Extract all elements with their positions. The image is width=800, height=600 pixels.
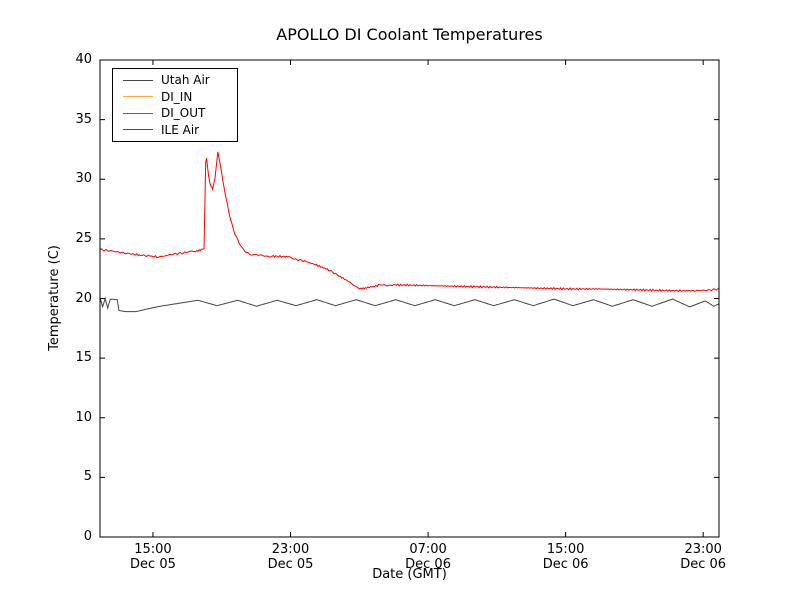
y-tick-label: 20 <box>75 290 92 306</box>
y-tick-label: 15 <box>75 350 92 366</box>
legend-line-sample <box>123 112 153 114</box>
legend-line-sample <box>123 129 153 131</box>
x-tick-label: 23:00 Dec 05 <box>251 542 331 572</box>
x-tick-label: 23:00 Dec 06 <box>663 542 743 572</box>
series-line-utah-air <box>100 296 719 313</box>
tick-marks <box>100 59 719 538</box>
series-line-ile-air <box>100 151 719 293</box>
x-tick-label: 07:00 Dec 06 <box>388 542 468 572</box>
legend-label: ILE Air <box>161 122 200 137</box>
x-tick-date: Dec 05 <box>267 557 314 572</box>
y-tick-label: 40 <box>75 52 92 67</box>
legend-label: DI_OUT <box>161 106 206 121</box>
x-axis-label: Date (GMT) <box>372 567 447 582</box>
y-tick-label: 5 <box>83 469 92 485</box>
x-tick-time: 15:00 <box>546 542 585 557</box>
x-tick-time: 07:00 <box>409 542 447 557</box>
x-tick-time: 15:00 <box>134 542 172 557</box>
y-tick-label: 35 <box>75 111 92 127</box>
y-tick-label: 0 <box>83 529 92 544</box>
legend-item-utah-air: Utah Air <box>113 72 237 88</box>
x-tick-label: 15:00 Dec 05 <box>113 542 193 572</box>
legend-item-ile-air: ILE Air <box>113 122 237 138</box>
y-tick-label: 30 <box>75 171 92 187</box>
legend-item-di-out: DI_OUT <box>113 105 237 121</box>
legend: Utah Air DI_IN DI_OUT ILE Air <box>112 68 238 142</box>
x-tick-date: Dec 06 <box>405 557 451 572</box>
x-tick-time: 23:00 <box>684 542 722 557</box>
x-tick-label: 15:00 Dec 06 <box>526 542 606 572</box>
x-tick-date: Dec 06 <box>542 557 589 572</box>
y-tick-label: 25 <box>75 230 92 246</box>
series-lines <box>100 151 719 313</box>
x-tick-time: 23:00 <box>271 542 310 557</box>
legend-label: Utah Air <box>161 73 210 88</box>
x-tick-date: Dec 06 <box>680 557 727 572</box>
legend-line-sample <box>123 79 153 81</box>
x-tick-date: Dec 05 <box>130 557 176 572</box>
legend-line-sample <box>123 96 153 98</box>
chart-title: APOLLO DI Coolant Temperatures <box>276 25 543 44</box>
legend-item-di-in: DI_IN <box>113 89 237 105</box>
y-tick-label: 10 <box>75 409 92 425</box>
legend-label: DI_IN <box>161 89 193 104</box>
